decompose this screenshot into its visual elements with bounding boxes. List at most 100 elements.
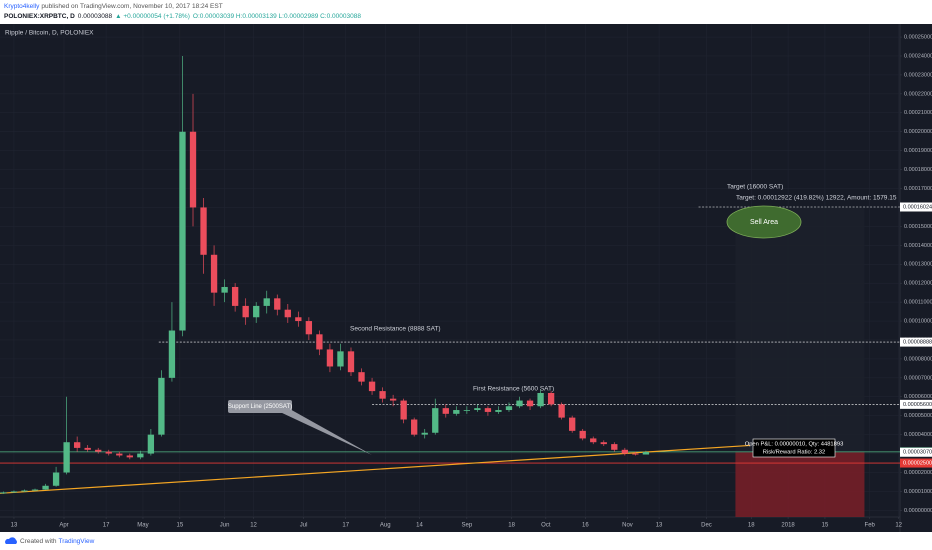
candle-body — [305, 321, 313, 335]
x-tick-label: Jul — [300, 523, 308, 529]
candle-body — [221, 286, 228, 293]
sell-area-label: Sell Area — [750, 219, 778, 226]
price-tag — [900, 447, 932, 457]
position-loss-zone — [735, 452, 865, 517]
candle-body — [337, 351, 344, 367]
y-tick-label: 0.00020000 — [904, 129, 932, 135]
candle-body — [463, 410, 471, 411]
x-tick-label: 15 — [176, 523, 183, 529]
annotations: Ripple / Bitcoin, D, POLONIEX Target (16… — [5, 30, 897, 458]
brand-link[interactable]: TradingView — [59, 538, 95, 545]
candle-body — [400, 400, 407, 420]
candle-body — [284, 309, 291, 318]
candle-body — [179, 131, 186, 331]
price-tag — [900, 202, 932, 212]
candle-body — [358, 372, 365, 382]
candle-body — [63, 442, 70, 473]
candle-body — [210, 254, 218, 293]
callout-box — [228, 400, 292, 413]
candle-body — [326, 349, 334, 367]
candle-body — [569, 417, 576, 431]
byline: Krypto4kelly published on TradingView.com… — [4, 3, 223, 10]
x-tick-label: 14 — [416, 523, 423, 529]
y-tick-label: 0.00004000 — [904, 432, 932, 438]
candle-body — [474, 408, 481, 411]
y-tick-label: 0.00018000 — [904, 167, 932, 173]
x-tick-label: Jun — [220, 523, 230, 529]
x-tick-label: 17 — [103, 523, 110, 529]
x-tick-label: 18 — [748, 523, 755, 529]
price-tag — [900, 337, 932, 347]
last-price: 0.00003088 — [78, 13, 113, 20]
x-tick-label: Apr — [59, 523, 68, 529]
pnl-label: Open P&L: 0.00000010, Qty: 4481893 — [745, 442, 844, 448]
candle-body — [347, 351, 355, 373]
footer-text: Created with TradingView — [20, 538, 95, 545]
candle-body — [274, 298, 281, 310]
support-label: Support Line (2500SAT) — [228, 404, 292, 410]
y-tick-label: 0.00005000 — [904, 413, 932, 419]
candle-body — [31, 489, 39, 491]
candle-body — [442, 408, 449, 414]
x-tick-label: Dec — [701, 523, 712, 529]
y-tick-label: 0.00017000 — [904, 186, 932, 192]
created-with: Created with — [20, 538, 57, 545]
x-tick-label: 18 — [508, 523, 515, 529]
x-tick-label: 17 — [342, 523, 349, 529]
y-tick-label: 0.00002000 — [904, 470, 932, 476]
candle-body — [168, 330, 176, 378]
x-tick-label: May — [137, 523, 148, 529]
author-link[interactable]: Krypto4kelly — [4, 3, 40, 10]
y-tick-label: 0.00012000 — [904, 281, 932, 287]
y-tick-label: 0.00007000 — [904, 375, 932, 381]
candle-body — [558, 404, 565, 418]
y-tick-label: 0.00023000 — [904, 72, 932, 78]
candle-body — [231, 286, 239, 306]
y-tick-label: 0.00015000 — [904, 224, 932, 230]
candle-body — [242, 305, 249, 318]
x-tick-label: 12 — [895, 523, 902, 529]
y-tick-label: 0.00000000 — [904, 508, 932, 514]
target-detail: Target: 0.00012922 (419.82%) 12922, Amou… — [736, 195, 897, 202]
target-title: Target (16000 SAT) — [727, 184, 783, 191]
candle-body — [642, 451, 650, 455]
price-tag-label: 0.00008888 — [903, 340, 932, 346]
candle-body — [379, 391, 386, 399]
axes: 0.000000000.000010000.000020000.00003000… — [11, 35, 932, 529]
candle-body — [116, 453, 123, 456]
candle-body — [421, 432, 428, 435]
candle-body — [611, 444, 618, 450]
y-tick-label: 0.00006000 — [904, 394, 932, 400]
x-tick-label: 15 — [822, 523, 829, 529]
candle-body — [263, 298, 270, 306]
candle-body — [21, 490, 28, 492]
candle-body — [368, 381, 376, 392]
x-tick-label: Feb — [865, 523, 876, 529]
candle-body — [453, 410, 460, 414]
y-tick-label: 0.00011000 — [904, 300, 932, 306]
candle-body — [158, 377, 165, 435]
candle-body — [579, 430, 586, 439]
candle-body — [73, 442, 81, 448]
header-bar — [0, 0, 932, 24]
y-tick-label: 0.00021000 — [904, 110, 932, 116]
x-tick-label: Nov — [622, 523, 633, 529]
logo — [5, 537, 18, 544]
candle-body — [632, 453, 639, 455]
price-tag — [900, 458, 932, 468]
x-tick-label: Oct — [541, 523, 551, 529]
price-tag — [900, 399, 932, 409]
pnl-box — [752, 438, 836, 458]
candle-body — [126, 455, 133, 458]
candle-body — [432, 408, 439, 433]
candle-body — [0, 492, 7, 494]
x-tick-label: 13 — [11, 523, 18, 529]
first-resistance-label: First Resistance (5600 SAT) — [473, 386, 554, 393]
footer-bar — [0, 532, 932, 550]
x-tick-label: 2018 — [781, 523, 795, 529]
symbol-line: POLONIEX:XRPBTC, D 0.00003088 ▲ +0.0000005… — [4, 13, 361, 20]
candle-body — [495, 410, 502, 412]
candle-body — [621, 449, 628, 454]
y-tick-label: 0.00014000 — [904, 243, 932, 249]
